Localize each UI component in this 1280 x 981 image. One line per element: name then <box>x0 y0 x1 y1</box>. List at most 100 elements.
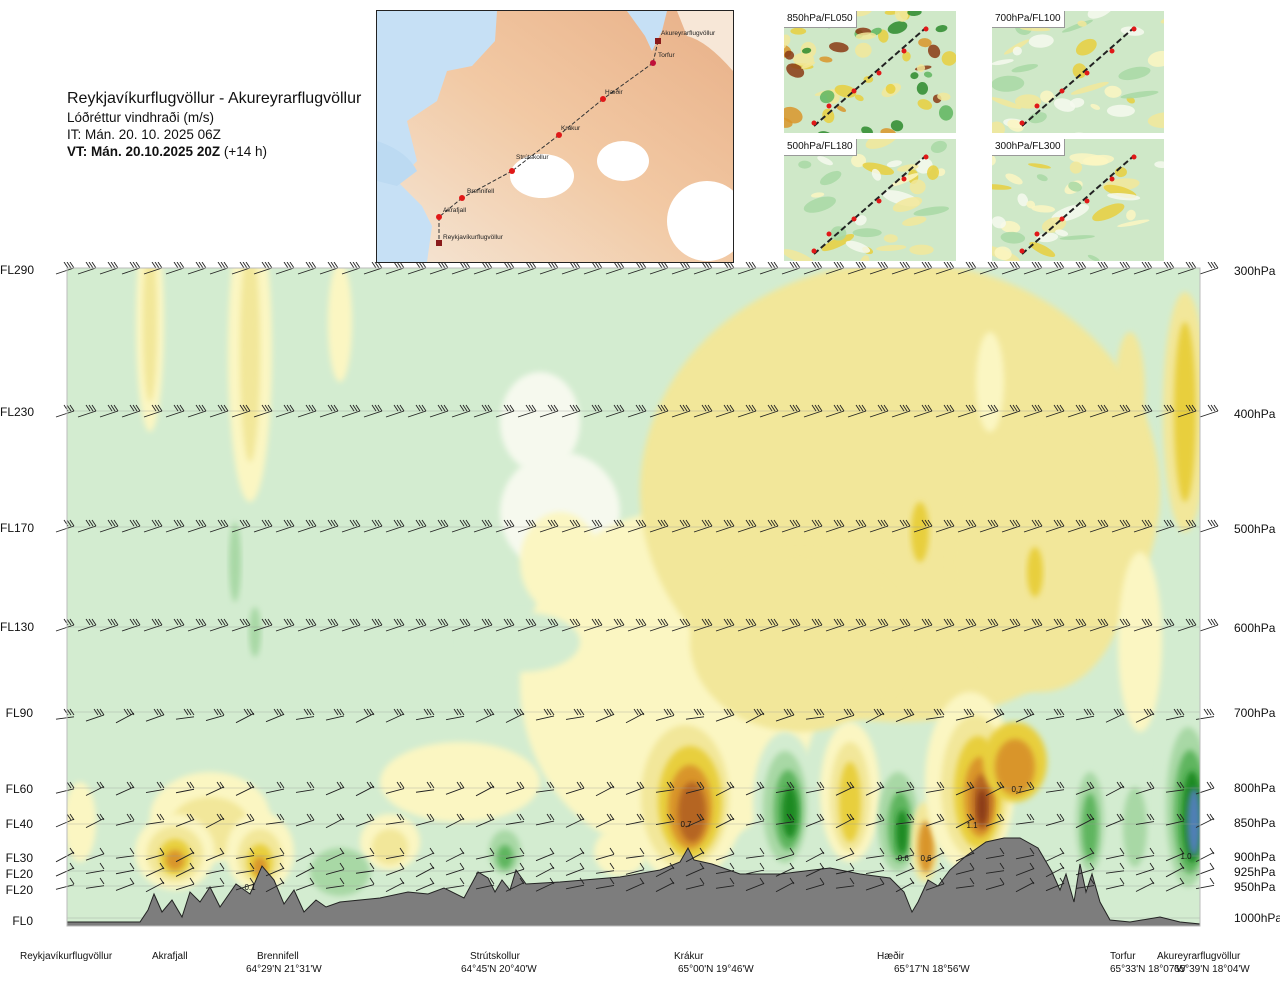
barb-feather <box>543 708 549 716</box>
wind-barb <box>1135 708 1155 723</box>
barb-feather <box>151 404 157 412</box>
barb-feather <box>1122 519 1128 527</box>
barb-feather <box>663 519 669 527</box>
barb-shaft <box>955 786 975 796</box>
barb-shaft <box>121 624 141 632</box>
barb-feather <box>305 618 311 626</box>
barb-feather <box>246 708 252 716</box>
wind-barb <box>475 877 495 890</box>
barb-feather <box>1034 519 1040 527</box>
wind-barb <box>583 618 603 632</box>
wind-barb <box>295 877 315 891</box>
barb-feather <box>371 262 377 269</box>
barb-feather <box>701 618 707 626</box>
wind-barb <box>1089 262 1109 275</box>
wind-barb <box>1135 813 1155 825</box>
barb-shaft <box>231 624 251 632</box>
barb-feather <box>1209 877 1215 885</box>
wind-barb <box>115 847 135 859</box>
panel-field-blob <box>798 160 812 169</box>
barb-feather <box>135 262 141 269</box>
barb-feather <box>549 781 555 789</box>
barb-feather <box>311 262 317 269</box>
barb-feather <box>440 618 446 626</box>
barb-feather <box>440 404 446 412</box>
barb-feather <box>531 519 537 527</box>
barb-feather <box>969 862 975 870</box>
barb-feather <box>1031 519 1037 527</box>
barb-feather <box>613 404 619 412</box>
barb-shaft <box>979 624 999 632</box>
barb-feather <box>69 813 75 821</box>
barb-feather <box>909 813 915 821</box>
wind-barb <box>55 813 75 828</box>
barb-feather <box>773 262 779 269</box>
barb-feather <box>426 813 432 821</box>
barb-feather <box>638 262 644 269</box>
barb-shaft <box>583 624 603 632</box>
panel-route-point <box>1019 248 1025 254</box>
barb-shaft <box>1001 267 1021 275</box>
barb-feather <box>679 618 685 626</box>
barb-feather <box>699 877 705 885</box>
barb-shaft <box>253 525 273 533</box>
wind-barb <box>115 708 135 724</box>
barb-shaft <box>445 787 465 795</box>
barb-feather <box>819 862 825 870</box>
waypoint-name: Akureyrarflugvöllur <box>1157 951 1241 962</box>
barb-shaft <box>385 788 405 794</box>
barb-feather <box>971 262 977 269</box>
barb-shaft <box>407 267 427 275</box>
panel-field-blob <box>1106 104 1135 117</box>
barb-feather <box>459 847 465 855</box>
barb-shaft <box>865 786 885 796</box>
barb-feather <box>1031 618 1037 626</box>
barb-feather <box>1125 262 1131 269</box>
barb-feather <box>660 262 666 269</box>
panel-field-blob <box>1068 181 1082 192</box>
barb-shaft <box>253 267 273 275</box>
wind-barb <box>835 813 855 829</box>
barb-shaft <box>55 851 75 863</box>
panel-field-blob <box>886 160 902 168</box>
wind-barb <box>979 262 999 275</box>
wind-barb <box>805 862 825 877</box>
barb-feather <box>591 404 597 412</box>
barb-shaft <box>595 853 615 861</box>
wind-barb <box>1089 404 1109 418</box>
wind-barb <box>429 519 449 533</box>
barb-feather <box>179 262 185 269</box>
wind-barb <box>495 404 515 418</box>
wind-barb <box>627 519 647 533</box>
barb-feather <box>1119 262 1125 269</box>
barb-feather <box>949 262 955 269</box>
barb-shaft <box>505 713 525 723</box>
barb-feather <box>309 847 315 855</box>
panel-route-point <box>1034 231 1040 237</box>
barb-shaft <box>979 267 999 275</box>
barb-feather <box>69 781 75 789</box>
barb-feather <box>880 618 886 626</box>
barb-shaft <box>295 789 315 793</box>
barb-feather <box>459 519 465 527</box>
barb-feather <box>773 618 779 626</box>
barb-feather <box>129 262 135 269</box>
barb-feather <box>696 708 702 716</box>
barb-shaft <box>1195 868 1215 876</box>
barb-feather <box>789 862 795 870</box>
wind-barb <box>145 813 165 825</box>
wind-barb <box>297 519 317 533</box>
barb-feather <box>789 618 795 626</box>
wind-barb <box>1075 781 1095 795</box>
barb-feather <box>309 877 315 885</box>
barb-shaft <box>385 624 405 632</box>
barb-feather <box>606 708 612 716</box>
barb-shaft <box>175 883 195 891</box>
barb-feather <box>429 708 435 716</box>
wind-barb <box>539 404 559 418</box>
barb-feather <box>1209 813 1215 821</box>
barb-feather <box>682 519 688 527</box>
wind-barb <box>1155 262 1175 275</box>
barb-feather <box>987 404 993 412</box>
barb-shaft <box>869 267 889 275</box>
